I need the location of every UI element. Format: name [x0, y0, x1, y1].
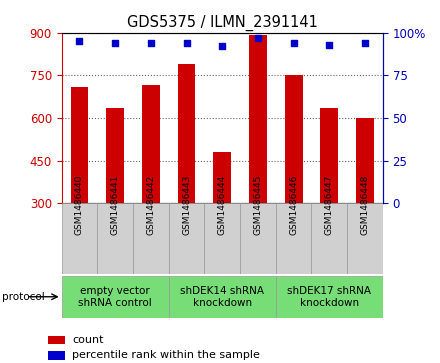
Text: GSM1486444: GSM1486444: [218, 175, 227, 235]
Bar: [285, 75, 303, 203]
Bar: [48, 336, 65, 344]
Bar: [48, 351, 65, 359]
Point: [183, 40, 190, 46]
Text: protocol: protocol: [2, 291, 45, 302]
Bar: [320, 108, 338, 203]
Bar: [240, 203, 276, 274]
Bar: [276, 203, 312, 274]
Text: empty vector
shRNA control: empty vector shRNA control: [78, 286, 152, 307]
Bar: [169, 203, 204, 274]
Bar: [142, 85, 160, 203]
Text: GSM1486443: GSM1486443: [182, 175, 191, 235]
Bar: [249, 34, 267, 203]
Text: GSM1486446: GSM1486446: [289, 175, 298, 235]
Text: GSM1486442: GSM1486442: [147, 175, 155, 235]
Bar: [62, 276, 169, 318]
Bar: [356, 118, 374, 203]
Point: [326, 42, 333, 48]
Bar: [204, 203, 240, 274]
Point: [76, 38, 83, 44]
Bar: [106, 108, 124, 203]
Point: [290, 40, 297, 46]
Text: shDEK17 shRNA
knockdown: shDEK17 shRNA knockdown: [287, 286, 371, 307]
Bar: [213, 152, 231, 203]
Point: [254, 35, 261, 41]
Point: [361, 40, 368, 46]
Bar: [97, 203, 133, 274]
Text: GSM1486441: GSM1486441: [110, 175, 120, 235]
Title: GDS5375 / ILMN_2391141: GDS5375 / ILMN_2391141: [127, 15, 318, 31]
Text: count: count: [72, 335, 103, 344]
Point: [147, 40, 154, 46]
Bar: [347, 203, 383, 274]
Text: GSM1486440: GSM1486440: [75, 175, 84, 235]
Text: GSM1486448: GSM1486448: [360, 175, 370, 235]
Text: shDEK14 shRNA
knockdown: shDEK14 shRNA knockdown: [180, 286, 264, 307]
Bar: [312, 203, 347, 274]
Bar: [70, 87, 88, 203]
Text: percentile rank within the sample: percentile rank within the sample: [72, 350, 260, 360]
Text: GSM1486445: GSM1486445: [253, 175, 262, 235]
Bar: [62, 203, 97, 274]
Bar: [169, 276, 276, 318]
Bar: [276, 276, 383, 318]
Bar: [178, 64, 195, 203]
Point: [112, 40, 119, 46]
Point: [219, 44, 226, 49]
Bar: [133, 203, 169, 274]
Text: GSM1486447: GSM1486447: [325, 175, 334, 235]
